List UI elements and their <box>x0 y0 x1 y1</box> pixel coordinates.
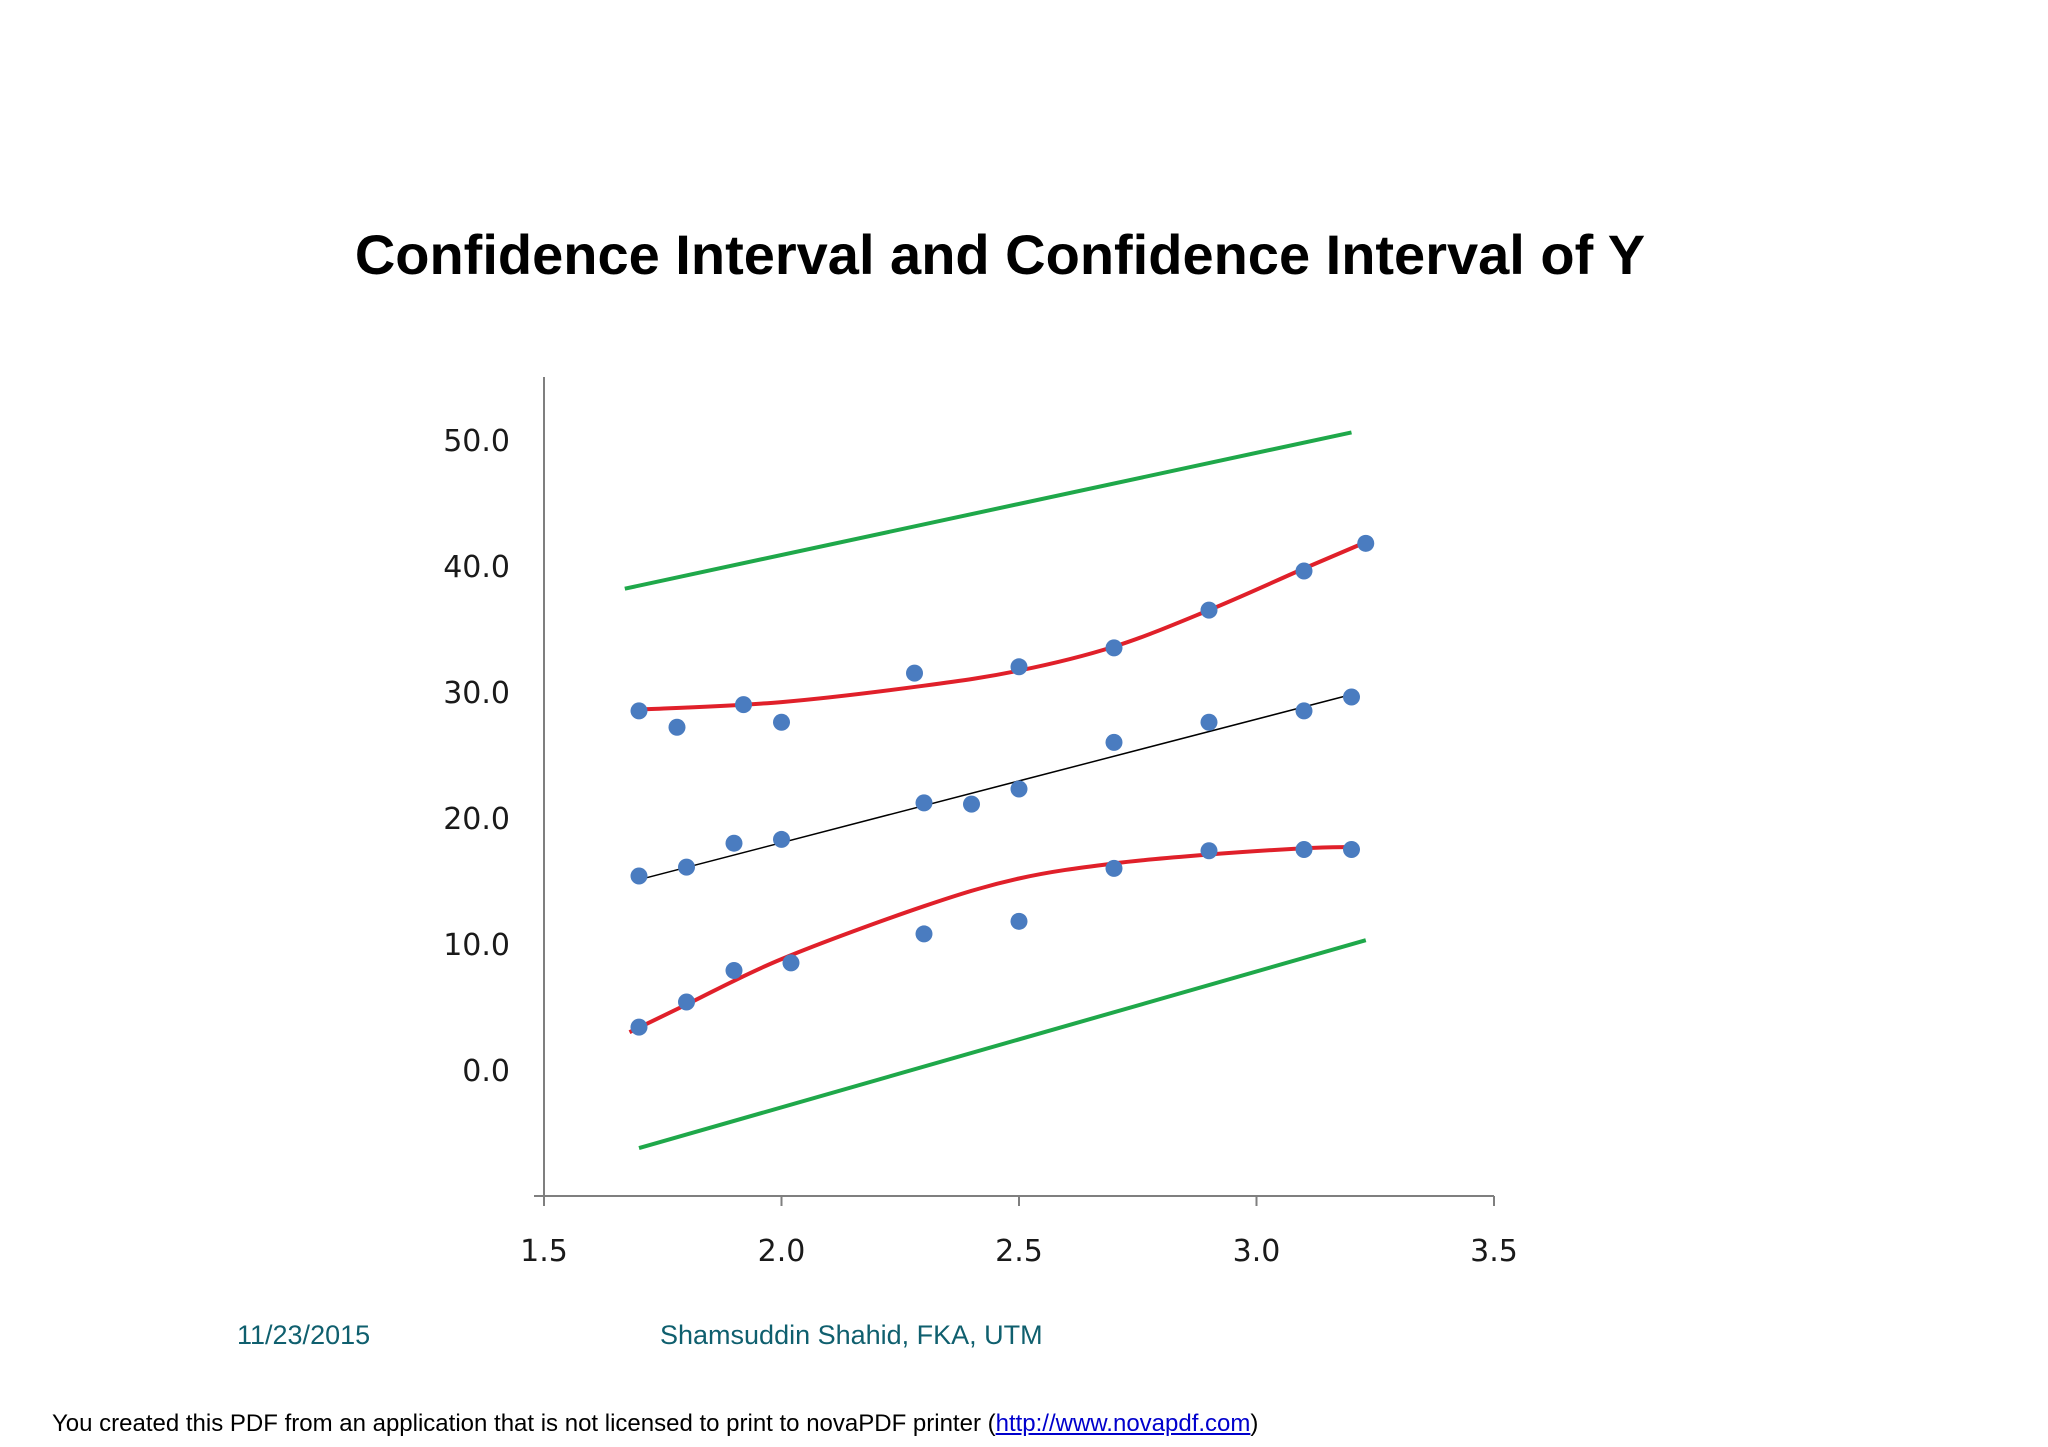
x-tick-label: 1.5 <box>520 1234 568 1269</box>
x-tick-label: 3.0 <box>1233 1234 1281 1269</box>
footer-author: Shamsuddin Shahid, FKA, UTM <box>660 1320 1043 1350</box>
data-point <box>1010 912 1028 930</box>
x-tick-label: 2.0 <box>758 1234 806 1269</box>
data-point <box>915 925 933 943</box>
novapdf-watermark: You created this PDF from an application… <box>52 1410 1258 1438</box>
data-point <box>1343 688 1360 706</box>
data-point <box>668 718 686 736</box>
data-point <box>1295 841 1313 858</box>
chart-tick-labels: 1.5 2.0 2.5 3.0 3.5 0.0 10.0 20.0 30.0 40.0 50.0 <box>443 424 1518 1269</box>
watermark-text: You created this PDF from an application… <box>52 1410 996 1437</box>
data-point <box>678 993 695 1011</box>
upper-confidence-curve <box>638 540 1367 712</box>
x-tick-label: 3.5 <box>1470 1234 1518 1269</box>
regression-line <box>638 693 1352 881</box>
data-point <box>773 830 790 848</box>
upper-prediction-line <box>624 430 1352 591</box>
data-point <box>782 954 800 972</box>
watermark-text-end: ) <box>1250 1410 1259 1437</box>
chart-lines <box>624 430 1367 1151</box>
x-tick-label: 2.5 <box>995 1234 1043 1269</box>
data-point <box>678 858 695 876</box>
lower-confidence-curve <box>628 845 1352 1035</box>
data-point <box>1105 639 1123 657</box>
novapdf-link[interactable]: http://www.novapdf.com <box>995 1410 1251 1437</box>
data-point <box>1200 713 1218 731</box>
slide-title: Confidence Interval and Confidence Inter… <box>354 223 1646 286</box>
data-point <box>630 702 648 720</box>
y-tick-label: 40.0 <box>443 550 510 585</box>
data-point <box>725 961 743 979</box>
footer-date: 11/23/2015 <box>237 1320 371 1350</box>
data-point <box>630 867 648 885</box>
data-point <box>1105 733 1123 751</box>
data-point <box>1343 841 1360 858</box>
data-point <box>1010 780 1028 798</box>
chart-points <box>630 534 1375 1036</box>
y-tick-label: 10.0 <box>443 928 510 963</box>
data-point <box>725 834 743 852</box>
lower-prediction-line <box>638 938 1367 1151</box>
data-point <box>963 795 980 813</box>
data-point <box>1295 702 1313 720</box>
y-tick-label: 30.0 <box>443 676 510 711</box>
data-point <box>906 664 923 682</box>
y-tick-label: 0.0 <box>462 1054 510 1089</box>
data-point <box>735 696 752 714</box>
data-point <box>915 794 933 812</box>
y-tick-label: 50.0 <box>443 424 510 459</box>
data-point <box>1105 859 1123 877</box>
data-point <box>1200 601 1218 619</box>
data-point <box>1200 842 1218 860</box>
data-point <box>630 1018 648 1036</box>
chart-axes <box>534 377 1495 1206</box>
data-point <box>773 713 790 731</box>
data-point <box>1295 562 1313 580</box>
data-point <box>1010 658 1028 676</box>
data-point <box>1357 534 1375 552</box>
y-tick-label: 20.0 <box>443 802 510 837</box>
